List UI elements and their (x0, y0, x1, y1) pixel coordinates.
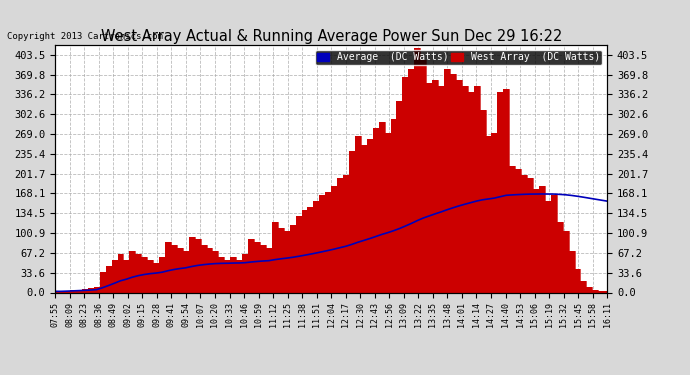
Text: Copyright 2013 Cartronics.com: Copyright 2013 Cartronics.com (7, 32, 163, 41)
Title: West Array Actual & Running Average Power Sun Dec 29 16:22: West Array Actual & Running Average Powe… (101, 29, 562, 44)
Legend: Average  (DC Watts), West Array  (DC Watts): Average (DC Watts), West Array (DC Watts… (315, 50, 602, 65)
